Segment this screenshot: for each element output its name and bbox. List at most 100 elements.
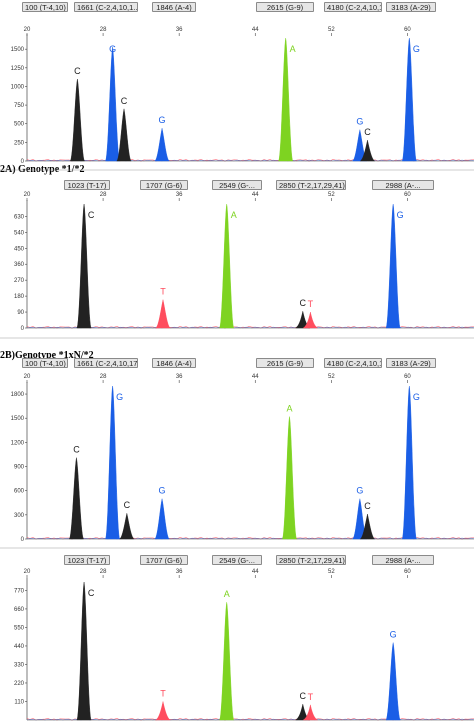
peak-tag[interactable]: 1023 (T-17) [64, 555, 110, 565]
x-tick-label: 44 [252, 374, 259, 380]
peak-tag-bar: 1023 (T-17) 1707 (G-6) 2549 (G-... 2850 (T-… [0, 555, 474, 567]
peak-label: A [231, 210, 237, 220]
x-tick-label: 44 [252, 569, 259, 575]
header-2a-text: 2A) Genotype *1/*2 [0, 164, 85, 175]
y-tick-label: 500 [14, 122, 25, 128]
peak-t [302, 704, 319, 721]
peak-label: A [224, 589, 230, 599]
peak-tag[interactable]: 100 (T-4,10) [22, 2, 68, 12]
peak-tag[interactable]: 100 (T-4,10) [22, 358, 68, 368]
x-tick-label: 44 [252, 192, 259, 198]
y-tick-label: 770 [14, 588, 25, 594]
peak-label: T [308, 299, 314, 309]
peak-c [68, 457, 85, 540]
peak-tag[interactable]: 3183 (A-29) [386, 2, 436, 12]
peak-g [154, 128, 170, 162]
baseline-trace [26, 159, 474, 162]
peak-g [104, 46, 121, 162]
peak-label: A [290, 44, 296, 54]
x-tick-label: 20 [24, 192, 31, 198]
peak-tag[interactable]: 2615 (G-9) [256, 358, 314, 368]
peak-tag[interactable]: 4180 (C-2,4,10,1... [324, 2, 382, 12]
peak-tag[interactable]: 2549 (G-... [212, 180, 262, 190]
peak-label: G [413, 44, 420, 54]
y-tick-label: 660 [14, 607, 25, 613]
y-tick-label: 1000 [11, 84, 25, 90]
y-tick-label: 1500 [11, 47, 25, 53]
peak-tag[interactable]: 2988 (A-... [372, 180, 434, 190]
electropherogram-plot: 20 28 36 44 52 600250500750100012501500CGCGAG… [0, 27, 474, 171]
peak-tag[interactable]: 2549 (G-... [212, 555, 262, 565]
y-tick-label: 450 [14, 246, 25, 252]
peak-label: G [109, 44, 116, 54]
peak-tag[interactable]: 2615 (G-9) [256, 2, 314, 12]
y-tick-label: 300 [14, 513, 25, 519]
y-tick-label: 270 [14, 278, 25, 284]
baseline-trace [26, 158, 474, 162]
y-tick-label: 220 [14, 681, 25, 687]
x-tick-label: 20 [24, 374, 31, 380]
header-2b-text: 2B)Genotype *1xN/*2 [0, 350, 94, 361]
x-tick-label: 28 [100, 374, 107, 380]
header-2b: 2B)Genotype *1xN/*2 [0, 350, 474, 361]
peak-g [401, 37, 418, 162]
peak-label: G [356, 117, 363, 127]
peak-label: G [159, 486, 166, 496]
peak-tag[interactable]: 2988 (A-... [372, 555, 434, 565]
peak-tag[interactable]: 1707 (G-6) [140, 180, 188, 190]
peak-tag[interactable]: 1661 (C-2,4,10,1... [74, 2, 138, 12]
peak-t [155, 299, 171, 329]
peak-c [359, 513, 376, 540]
peak-label: C [73, 445, 80, 455]
electropherogram-plot: 20 28 36 44 52 600300600900120015001800CGCGAG… [0, 374, 474, 549]
y-tick-label: 1500 [11, 416, 25, 422]
y-tick-label: 750 [14, 103, 25, 109]
peak-tag[interactable]: 1846 (A-4) [152, 358, 196, 368]
peak-c [116, 108, 132, 162]
peak-c [76, 203, 92, 329]
peak-tag[interactable]: 2850 (T-2,17,29,41) [276, 555, 346, 565]
peak-g [154, 498, 170, 540]
peak-label: G [116, 392, 123, 402]
peak-tag[interactable]: 4180 (C-2,4,10,1... [324, 358, 382, 368]
y-tick-label: 540 [14, 230, 25, 236]
peak-a [218, 203, 235, 329]
y-tick-label: 330 [14, 662, 25, 668]
peak-label: C [124, 500, 131, 510]
y-tick-label: 90 [17, 310, 24, 316]
peak-tag[interactable]: 1661 (C-2,4,10,17... [74, 358, 138, 368]
peak-c [119, 513, 135, 540]
peak-label: A [286, 404, 292, 414]
peak-tag-bar: 100 (T-4,10) 1661 (C-2,4,10,17... 1846 (A-… [0, 358, 474, 370]
peak-a [277, 37, 294, 162]
y-tick-label: 900 [14, 465, 25, 471]
peak-tag-bar: 100 (T-4,10) 1661 (C-2,4,10,1... 1846 (A-4… [0, 2, 474, 14]
peak-label: C [300, 298, 307, 308]
peak-tag[interactable]: 2850 (T-2,17,29,41) [276, 180, 346, 190]
x-tick-label: 36 [176, 192, 183, 198]
x-tick-label: 20 [24, 569, 31, 575]
x-tick-label: 36 [176, 569, 183, 575]
peak-label: C [121, 96, 128, 106]
peak-a [281, 416, 298, 540]
x-tick-label: 52 [328, 192, 335, 198]
peak-label: G [413, 392, 420, 402]
x-tick-label: 44 [252, 27, 259, 33]
peak-t [302, 312, 319, 329]
peak-tag[interactable]: 1023 (T-17) [64, 180, 110, 190]
peak-label: T [160, 287, 166, 297]
peak-g [401, 385, 418, 540]
peak-tag[interactable]: 1707 (G-6) [140, 555, 188, 565]
peak-label: G [390, 630, 397, 640]
y-tick-label: 630 [14, 214, 25, 220]
header-2a: 2A) Genotype *1/*2 [0, 164, 474, 175]
peak-tag[interactable]: 3183 (A-29) [386, 358, 436, 368]
peak-label: T [308, 692, 314, 702]
y-tick-label: 440 [14, 644, 25, 650]
peak-tag[interactable]: 1846 (A-4) [152, 2, 196, 12]
x-tick-label: 52 [328, 569, 335, 575]
x-tick-label: 28 [100, 27, 107, 33]
y-tick-label: 600 [14, 489, 25, 495]
